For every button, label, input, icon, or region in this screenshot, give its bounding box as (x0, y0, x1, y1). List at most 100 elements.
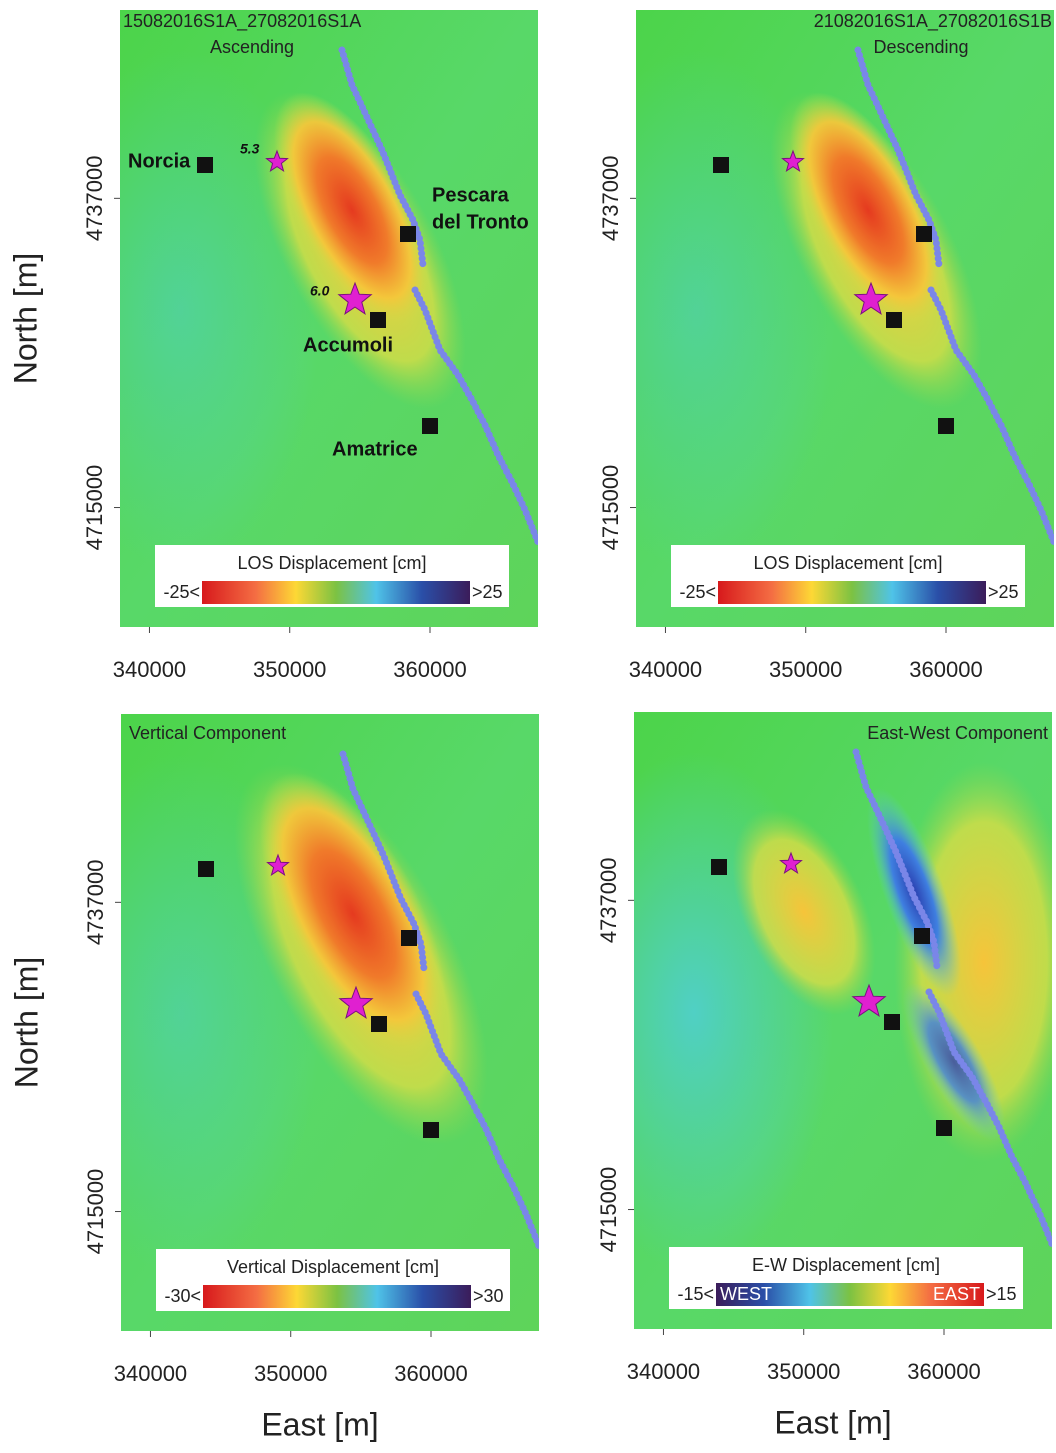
map-panel: Vertical Component Vertical Displacement … (8, 714, 539, 1442)
town-marker (884, 1014, 900, 1030)
fault-trace (852, 748, 941, 971)
colorbar-title: LOS Displacement [cm] (237, 553, 426, 573)
west-motion (902, 982, 1006, 1142)
colorbar-min-label: -25< (679, 582, 716, 602)
fault-trace (411, 286, 538, 546)
x-tick-label: 340000 (114, 1361, 187, 1386)
y-tick-label: 4737000 (83, 860, 108, 946)
epicenter-star (851, 983, 887, 1017)
y-axis-label: North [m] (7, 253, 43, 385)
town-marker (400, 226, 416, 242)
y-tick-label: 4737000 (596, 858, 621, 944)
colorbar (718, 581, 986, 604)
map-panel: 21082016S1A_27082016S1B Descending LOS Dis… (598, 10, 1054, 682)
colorbar-title: E-W Displacement [cm] (752, 1255, 940, 1275)
colorbar-title: LOS Displacement [cm] (753, 553, 942, 573)
fault-trace (927, 286, 1054, 546)
x-tick-label: 360000 (393, 657, 466, 682)
fault-trace (854, 46, 943, 269)
panel-title: Vertical Component (129, 723, 286, 743)
y-tick-label: 4715000 (596, 1167, 621, 1253)
fault-trace (412, 990, 539, 1250)
x-tick-label: 360000 (907, 1359, 980, 1384)
epicenter-star (779, 851, 803, 875)
colorbar (203, 1285, 471, 1308)
fault-trace (925, 988, 1052, 1248)
town-marker (713, 157, 729, 173)
x-tick-label: 340000 (113, 657, 186, 682)
town-marker (916, 226, 932, 242)
x-tick-label: 360000 (394, 1361, 467, 1386)
place-label: Pescara (432, 184, 510, 206)
subsidence (274, 92, 430, 328)
epicenter-star (781, 149, 805, 173)
colorbar-max-label: >15 (986, 1284, 1017, 1304)
epicenter-star (338, 985, 374, 1019)
x-axis-label: East [m] (774, 1404, 891, 1440)
colorbar-max-label: >25 (472, 582, 503, 602)
town-marker (423, 1122, 439, 1138)
x-tick-label: 350000 (253, 657, 326, 682)
town-marker (401, 930, 417, 946)
magnitude-label: 5.3 (240, 141, 260, 157)
panel-title: 15082016S1A_27082016S1A (123, 11, 361, 32)
x-tick-label: 340000 (629, 657, 702, 682)
panel-title: 21082016S1A_27082016S1B (814, 11, 1052, 32)
place-label: Amatrice (332, 438, 418, 460)
x-tick-label: 350000 (254, 1361, 327, 1386)
town-marker (422, 418, 438, 434)
town-marker (886, 312, 902, 328)
town-marker (936, 1120, 952, 1136)
colorbar-max-label: >30 (473, 1286, 504, 1306)
town-marker (914, 928, 930, 944)
town-marker (711, 859, 727, 875)
y-axis-label: North [m] (8, 957, 44, 1089)
colorbar-min-label: -30< (164, 1286, 201, 1306)
colorbar-min-label: -25< (163, 582, 200, 602)
place-label: del Tronto (432, 211, 529, 233)
map-image (634, 712, 1052, 1329)
x-axis-label: East [m] (261, 1406, 378, 1442)
y-tick-label: 4715000 (83, 1169, 108, 1255)
colorbar-min-label: -15< (677, 1284, 714, 1304)
town-marker (370, 312, 386, 328)
subsidence (259, 772, 447, 1056)
y-tick-label: 4737000 (598, 156, 623, 242)
map-panel: East-West Component E-W Displacement [cm]… (596, 712, 1052, 1440)
fault-trace (339, 750, 428, 973)
town-marker (198, 861, 214, 877)
epicenter-star (853, 281, 889, 315)
panel-subtitle: Ascending (210, 37, 294, 57)
epicenter-star (265, 149, 289, 173)
x-tick-label: 340000 (627, 1359, 700, 1384)
colorbar-word: EAST (933, 1284, 980, 1304)
epicenter-star (266, 853, 290, 877)
map-panel: 15082016S1A_27082016S1A Ascending Norcia Pe… (7, 10, 538, 682)
colorbar-title: Vertical Displacement [cm] (227, 1257, 439, 1277)
east-motion (732, 809, 876, 1015)
x-tick-label: 350000 (769, 657, 842, 682)
town-marker (371, 1016, 387, 1032)
x-tick-label: 360000 (909, 657, 982, 682)
y-tick-label: 4737000 (82, 156, 107, 242)
colorbar (202, 581, 470, 604)
place-label: Accumoli (303, 334, 393, 356)
panel-subtitle: Descending (873, 37, 968, 57)
x-tick-label: 350000 (767, 1359, 840, 1384)
map-image (121, 714, 539, 1331)
colorbar (716, 1283, 984, 1306)
colorbar-max-label: >25 (988, 582, 1019, 602)
colorbar-word: WEST (720, 1284, 772, 1304)
map-image (120, 10, 538, 627)
panel-title: East-West Component (867, 723, 1048, 743)
town-marker (197, 157, 213, 173)
y-tick-label: 4715000 (598, 465, 623, 551)
epicenter-star (337, 281, 373, 315)
map-image (636, 10, 1054, 627)
town-marker (938, 418, 954, 434)
place-label: Norcia (128, 150, 191, 172)
subsidence (790, 92, 946, 328)
fault-trace (338, 46, 427, 269)
